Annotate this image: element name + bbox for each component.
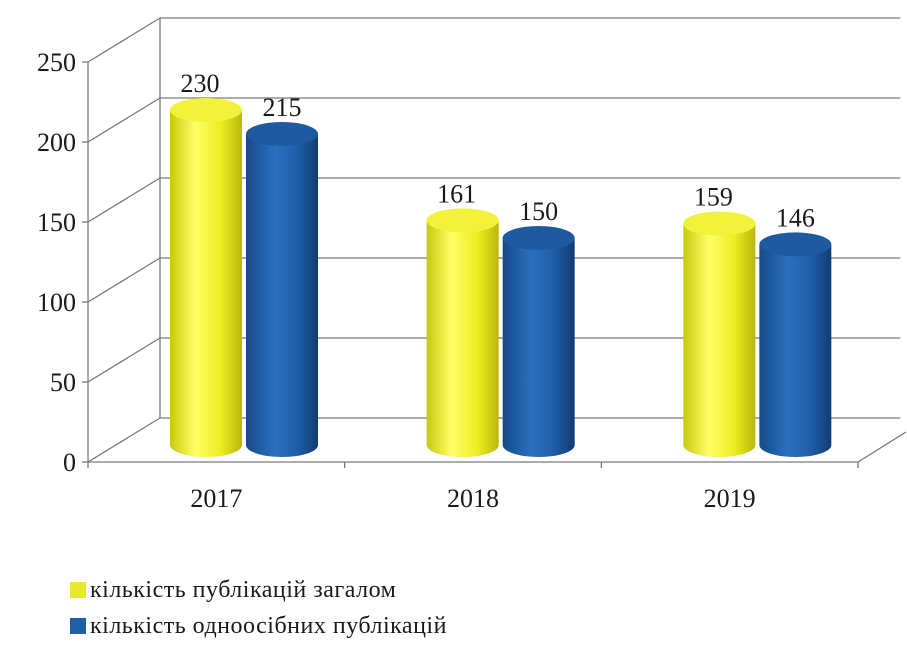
bar-2019-total [683, 211, 756, 458]
data-label: 215 [263, 93, 302, 122]
bar-body [246, 134, 318, 457]
gridline-diagonal [87, 17, 161, 63]
y-tick-label: 250 [37, 48, 76, 77]
bar-body [170, 110, 242, 457]
legend-item-single: кількість одноосібних публікацій [70, 608, 447, 644]
gridline-diagonal [87, 257, 161, 303]
y-tick-label: 150 [37, 208, 76, 237]
gridline-diagonal [87, 177, 161, 223]
bar-top [170, 98, 242, 122]
bar-top [246, 122, 318, 146]
chart-labels: 0 50 100 150 200 250 230 215 2017 161 150 2018 159 14… [37, 48, 815, 513]
data-label: 146 [776, 203, 815, 232]
legend-swatch-yellow [70, 582, 86, 598]
bar-2017-total [170, 98, 242, 457]
bar-2017-single [246, 122, 318, 457]
bar-body [502, 238, 575, 457]
x-tick-label: 2019 [704, 484, 756, 513]
data-label: 159 [694, 183, 733, 212]
bar-top [683, 211, 756, 236]
bar-body [759, 244, 832, 458]
legend-label-single: кількість одноосібних публікацій [90, 612, 447, 639]
legend-swatch-blue [70, 618, 86, 634]
gridline-diagonal [87, 337, 161, 383]
y-tick-label: 100 [37, 288, 76, 317]
data-label: 161 [437, 179, 476, 208]
bar-top [759, 232, 832, 257]
x-tick-label: 2018 [447, 484, 499, 513]
gridline-diagonal [87, 417, 161, 463]
y-tick-label: 0 [63, 448, 76, 477]
chart-axes [82, 18, 907, 468]
x-tick-label: 2017 [190, 484, 242, 513]
legend-label-total: кількість публікацій загалом [90, 576, 397, 603]
y-tick-label: 200 [37, 128, 76, 157]
chart-bars [170, 98, 832, 458]
legend: кількість публікацій загалом кількість о… [70, 572, 447, 644]
bar-2018-total [426, 208, 499, 458]
bar-top [426, 208, 499, 233]
bar-body [426, 220, 499, 458]
y-tick-label: 50 [50, 368, 76, 397]
bar-top [502, 226, 575, 250]
data-label: 230 [181, 69, 220, 98]
bar-2019-single [759, 232, 832, 458]
bar-body [683, 223, 756, 458]
bar-2018-single [502, 226, 575, 457]
data-label: 150 [519, 197, 558, 226]
gridline-diagonal [87, 97, 161, 143]
floor-right-edge [857, 431, 907, 463]
legend-item-total: кількість публікацій загалом [70, 572, 447, 608]
